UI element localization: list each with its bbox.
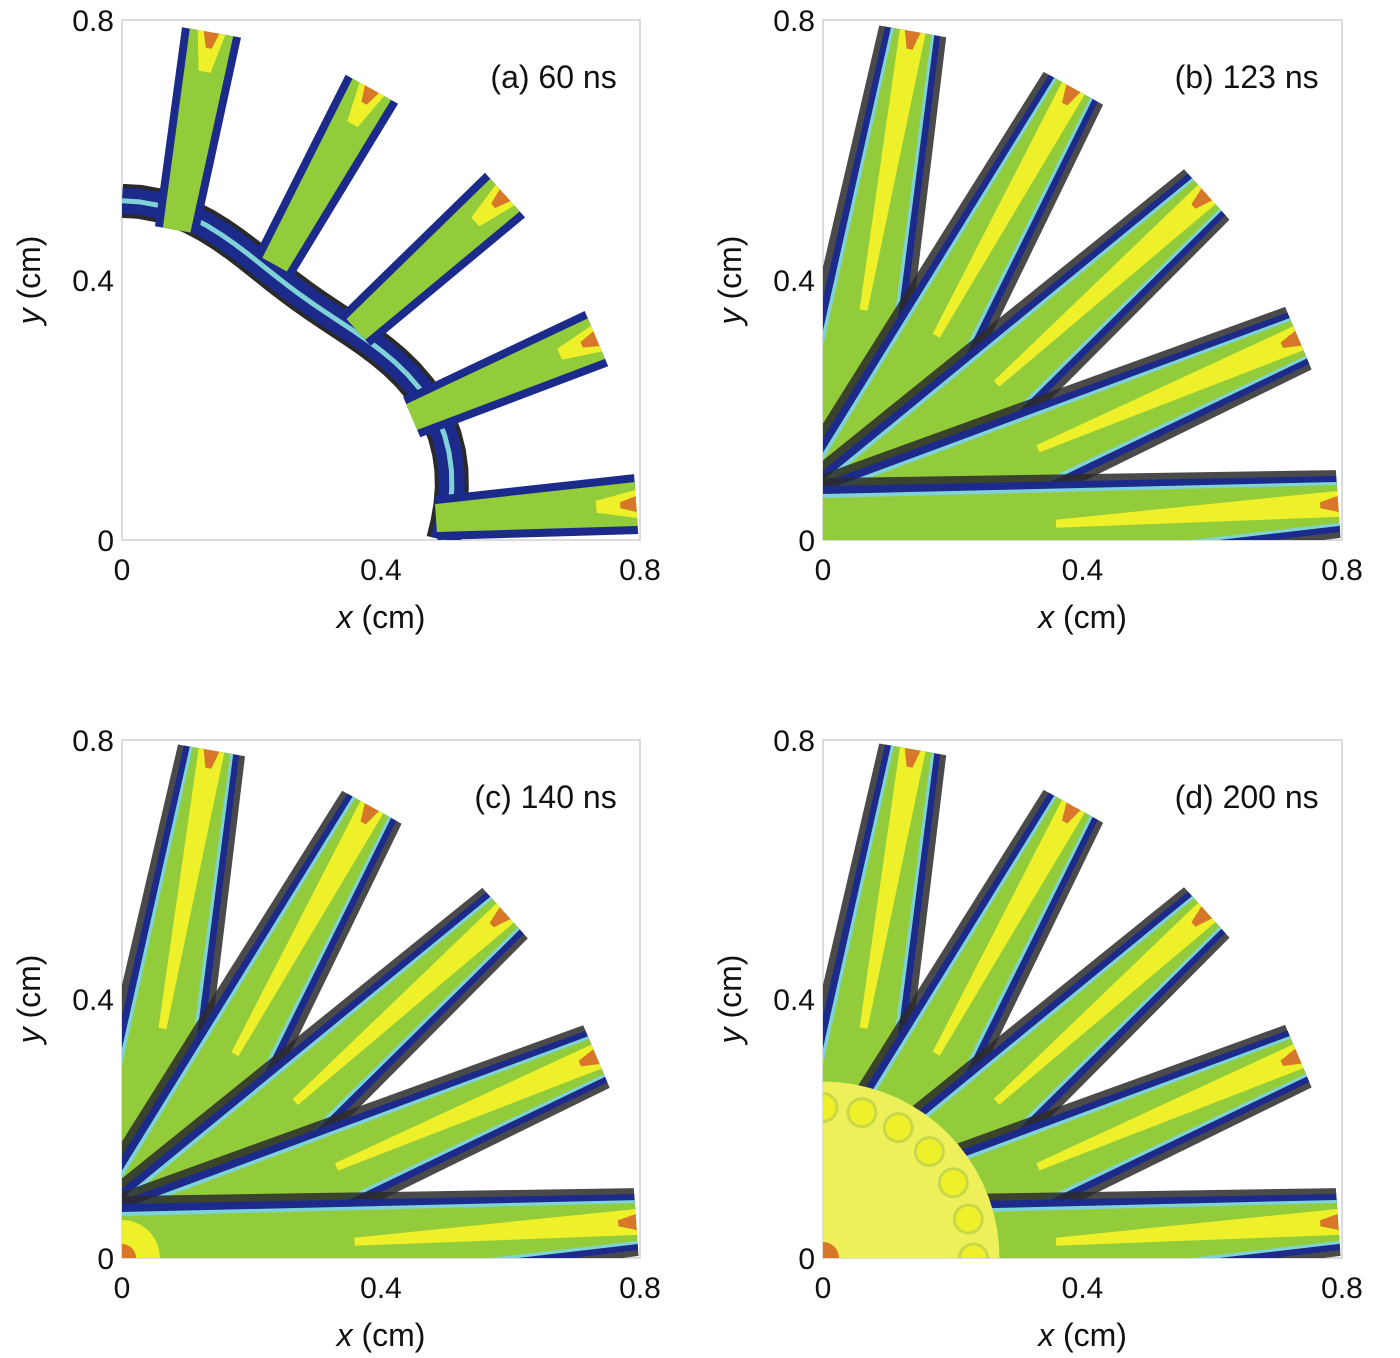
streamer-head [1191,188,1213,209]
x-tick-label: 0.4 [360,1272,402,1305]
panel-b: 0 0.4 0.8 0 0.4 0.8 x (cm) y (cm) (b) 123 ns [712,5,1363,635]
streamer-head [618,1214,637,1230]
streamer-head [361,85,379,105]
x-tick-label: 0 [114,554,131,587]
streamer-channel [993,902,1216,1105]
streamer-channel [1036,326,1304,453]
streamer-channel [1055,1209,1340,1246]
plot-area [823,743,1341,1258]
streamer-body [262,78,392,272]
x-tick-label: 0.4 [360,554,402,587]
x-tick-label: 0.4 [1062,1272,1104,1305]
y-tick-label: 0 [798,525,815,558]
panel-annotation: (d) 200 ns [1175,779,1319,815]
streamer-channel [859,747,926,1029]
branch-ring-core [122,198,455,540]
y-axis-label: y (cm) [712,955,748,1046]
streamer-head [1191,906,1213,927]
x-tick-label: 0 [815,1272,832,1305]
panel-annotation: (c) 140 ns [474,779,616,815]
x-tick-label: 0.8 [619,554,661,587]
plot-area [122,744,639,1258]
streamer-head [620,496,637,512]
streamer-channel [158,748,225,1030]
streamer-channel [292,903,514,1105]
bead [937,1167,969,1199]
x-tick-label: 0.4 [1062,554,1104,587]
streamer-channel [932,82,1085,338]
streamer-head [203,31,220,49]
y-tick-label: 0 [97,1243,114,1276]
y-axis-label: y (cm) [712,236,748,327]
x-axis-label: x (cm) [335,599,426,635]
streamer-body [435,482,638,532]
streamer-head [1320,1214,1339,1230]
x-tick-label: 0.8 [1321,554,1363,587]
x-tick-label: 0 [815,554,832,587]
streamer-head [904,30,921,50]
y-tick-label: 0.8 [773,725,815,758]
streamer-head [1280,1048,1302,1066]
x-axis-label: x (cm) [1036,599,1127,635]
y-tick-label: 0.8 [773,5,815,38]
bead [846,1097,878,1129]
bead [823,1091,839,1123]
bead [882,1112,914,1144]
y-tick-label: 0.4 [72,265,114,298]
streamer-head [904,748,921,768]
y-tick-label: 0 [97,525,114,558]
streamer-channel [231,800,384,1057]
panel-a: 0 0.4 0.8 0 0.4 0.8 x (cm) y (cm) (a) 60 ns [11,5,661,635]
y-tick-label: 0.4 [72,984,114,1017]
streamer-head [578,1049,600,1067]
streamer-head [360,803,379,825]
streamer-channel [1036,1044,1304,1171]
x-axis-label: x (cm) [1036,1317,1127,1353]
streamer-head [491,189,511,209]
y-tick-label: 0.4 [773,984,815,1017]
streamer-body [162,28,234,233]
streamer-head [1062,84,1081,106]
panel-c: 0 0.4 0.8 0 0.4 0.8 x (cm) y (cm) (c) 140 ns [11,725,661,1353]
streamer-head [1280,330,1302,348]
streamer-channel [859,29,926,311]
panel-annotation: (b) 123 ns [1175,59,1319,95]
bead [913,1136,945,1168]
plot-area [823,25,1341,540]
hot-center [823,1242,839,1258]
streamer-head [203,749,220,769]
y-tick-label: 0.4 [773,265,815,298]
streamer-body [406,318,605,430]
y-axis-label: y (cm) [11,236,47,327]
plot-frame [121,19,641,541]
x-tick-label: 0.8 [1321,1272,1363,1305]
streamer-head [1062,802,1081,824]
y-tick-label: 0 [798,1243,815,1276]
panel-annotation: (a) 60 ns [490,59,616,95]
plot-area [122,27,639,540]
streamer-head [489,907,511,928]
streamer-tip [595,490,638,518]
x-tick-label: 0 [114,1272,131,1305]
streamer-channel [993,184,1216,387]
y-tick-label: 0.8 [72,725,114,758]
streamer-channel [932,800,1085,1056]
streamer-head [1320,496,1339,512]
y-tick-label: 0.8 [72,5,114,38]
streamer-head [580,331,600,348]
x-tick-label: 0.8 [619,1272,661,1305]
streamer-channel [335,1044,602,1171]
streamer-body [823,485,1340,540]
streamer-channel [1055,491,1340,528]
bead [958,1242,990,1258]
y-axis-label: y (cm) [11,955,47,1046]
hot-center [122,1244,136,1258]
bead [952,1203,984,1235]
streamer-body [122,1203,638,1258]
streamer-channel [354,1209,638,1246]
streamer-tip [197,30,226,73]
x-axis-label: x (cm) [335,1317,426,1353]
panel-d: 0 0.4 0.8 0 0.4 0.8 x (cm) y (cm) (d) 200 ns [712,725,1363,1353]
